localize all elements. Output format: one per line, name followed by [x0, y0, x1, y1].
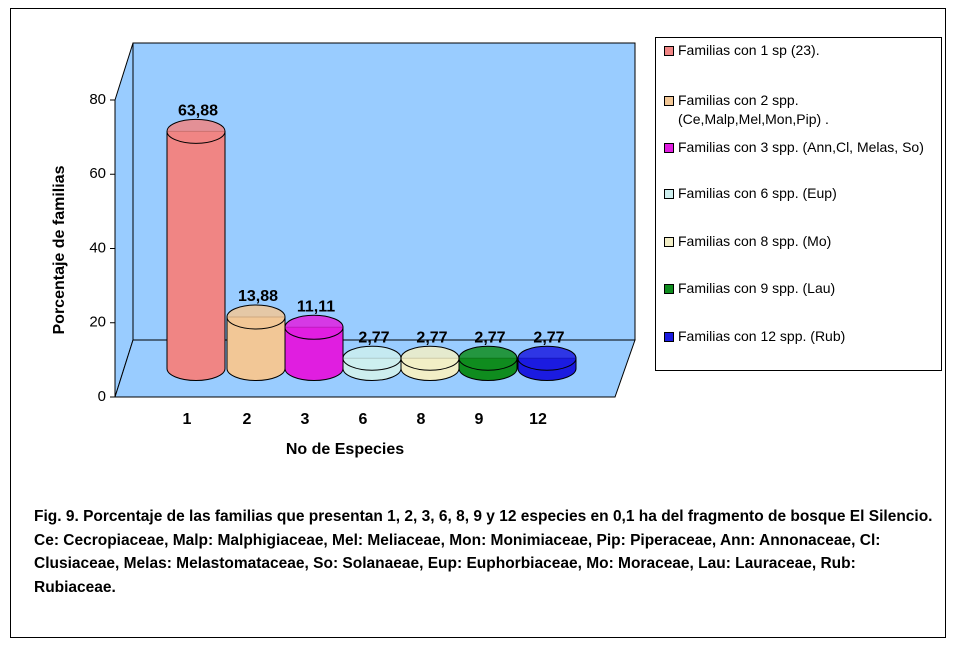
value-label: 2,77	[416, 329, 447, 346]
x-tick-label: 12	[529, 411, 547, 428]
bar-top	[166, 118, 226, 144]
legend-item: Familias con 1 sp (23).	[664, 41, 934, 60]
y-tick-label: 80	[89, 91, 106, 108]
value-label: 2,77	[533, 329, 564, 346]
x-tick-label: 1	[183, 411, 192, 428]
legend-item: Familias con 12 spp. (Rub)	[664, 327, 934, 346]
x-axis-title: No de Especies	[286, 441, 404, 458]
legend-swatch	[664, 189, 674, 199]
y-tick-label: 20	[89, 314, 106, 331]
caption: Fig. 9. Porcentaje de las familias que p…	[34, 508, 933, 596]
legend-item: Familias con 6 spp. (Eup)	[664, 184, 934, 203]
side-wall	[114, 42, 134, 398]
value-label: 2,77	[358, 329, 389, 346]
legend-swatch	[664, 143, 674, 153]
legend-swatch	[664, 96, 674, 106]
legend-item: Familias con 2 spp. (Ce,Malp,Mel,Mon,Pip…	[664, 91, 934, 129]
x-tick-label: 9	[475, 411, 484, 428]
legend-label: Familias con 1 sp (23).	[678, 42, 820, 58]
legend-swatch	[664, 237, 674, 247]
bar-top	[284, 314, 344, 340]
bar-top	[226, 304, 286, 330]
legend-swatch	[664, 46, 674, 56]
chart-frame	[10, 8, 946, 638]
y-tick-label: 40	[89, 239, 106, 256]
bar-top	[400, 345, 460, 371]
x-tick-label: 6	[359, 411, 368, 428]
x-tick-label: 2	[243, 411, 252, 428]
bar-top	[342, 345, 402, 371]
legend-swatch	[664, 284, 674, 294]
legend-label: Familias con 6 spp. (Eup)	[678, 185, 837, 201]
legend-item: Familias con 9 spp. (Lau)	[664, 279, 934, 298]
legend: Familias con 1 sp (23). Familias con 2 sp…	[655, 37, 942, 371]
legend-label: Familias con 12 spp. (Rub)	[678, 328, 846, 344]
y-axis-title: Porcentaje de familias	[51, 165, 68, 334]
value-label: 13,88	[238, 288, 278, 305]
legend-label: Familias con 2 spp. (Ce,Malp,Mel,Mon,Pip…	[678, 92, 829, 127]
legend-swatch	[664, 332, 674, 342]
value-label: 2,77	[474, 329, 505, 346]
y-tick-label: 60	[89, 165, 106, 182]
value-label: 11,11	[297, 298, 335, 315]
bar	[226, 316, 286, 381]
legend-item: Familias con 3 spp. (Ann,Cl, Melas, So)	[664, 138, 934, 157]
bar-top	[517, 345, 577, 371]
legend-label: Familias con 9 spp. (Lau)	[678, 280, 836, 296]
legend-label: Familias con 8 spp. (Mo)	[678, 233, 832, 249]
legend-item: Familias con 8 spp. (Mo)	[664, 232, 934, 251]
y-tick-label: 0	[98, 388, 106, 405]
bar	[284, 326, 344, 381]
x-tick-label: 3	[301, 411, 310, 428]
legend-label: Familias con 3 spp. (Ann,Cl, Melas, So)	[678, 139, 924, 155]
value-label: 63,88	[178, 103, 218, 120]
bar	[166, 130, 226, 381]
bar-top	[458, 345, 518, 371]
x-tick-label: 8	[417, 411, 426, 428]
